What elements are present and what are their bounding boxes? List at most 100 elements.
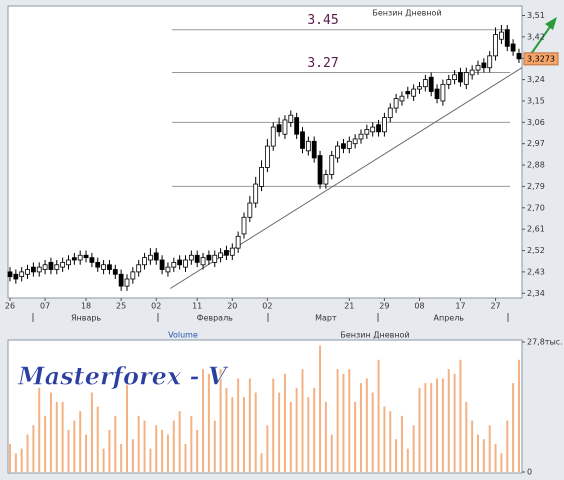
candle-body — [364, 129, 370, 135]
y-tick-label: 2,61 — [527, 225, 545, 234]
candle-body — [264, 145, 270, 168]
candle-body — [516, 53, 522, 60]
x-tick-label: 21 — [344, 302, 354, 311]
candle-body — [30, 266, 36, 273]
candle-body — [194, 254, 200, 263]
candle-body — [352, 138, 358, 145]
volume-bar — [125, 383, 128, 472]
candle-body — [282, 119, 288, 135]
x-tick-label: 02 — [151, 302, 161, 311]
volume-bar — [131, 439, 134, 472]
month-separators — [32, 313, 509, 322]
y-tick-label: 27,8тыс. — [527, 338, 563, 347]
candle-body — [405, 91, 411, 95]
x-tick-label: 02 — [262, 302, 272, 311]
volume-label: Volume — [168, 331, 198, 340]
volume-bar — [506, 420, 509, 472]
candle-body — [36, 266, 42, 273]
volume-bar — [26, 434, 29, 472]
volume-bar — [102, 448, 105, 472]
candle-body — [493, 34, 498, 57]
volume-bar — [436, 378, 439, 472]
candle-body — [463, 72, 469, 85]
volume-bar — [96, 406, 99, 472]
volume-bar — [14, 453, 17, 472]
candle-body — [399, 95, 405, 102]
candle-body — [95, 261, 101, 268]
volume-bar — [395, 439, 398, 472]
candle-body — [60, 261, 66, 268]
volume-bar — [360, 383, 363, 472]
candle-body — [48, 261, 54, 270]
volume-bar — [377, 359, 380, 472]
volume-bar — [114, 415, 117, 472]
candle-body — [188, 254, 194, 261]
trendline — [170, 67, 523, 289]
candle-body — [341, 143, 346, 149]
candle-body — [446, 79, 452, 85]
candle-body — [276, 124, 282, 133]
candle-body — [19, 271, 25, 278]
volume-bar — [8, 443, 11, 472]
x-tick-label: 29 — [379, 302, 389, 311]
volume-bar — [295, 387, 298, 472]
y-tick-label: 2,70 — [527, 203, 545, 212]
watermark: Masterforex - V — [17, 362, 229, 391]
volume-bar — [161, 429, 164, 472]
candle-body — [259, 167, 264, 187]
candle-body — [77, 254, 83, 261]
x-tick-label: 08 — [414, 302, 424, 311]
candle-body — [510, 43, 516, 52]
candle-body — [458, 72, 463, 83]
candle-body — [376, 124, 381, 133]
chart-title: Бензин Дневной — [372, 9, 441, 18]
volume-bar — [67, 429, 70, 472]
candle-body — [212, 254, 218, 263]
volume-bar — [231, 397, 234, 472]
volume-bar — [166, 434, 169, 472]
candle-body — [335, 145, 341, 159]
x-tick-label: 11 — [192, 302, 202, 311]
candle-body — [469, 69, 475, 76]
volume-bar — [453, 373, 456, 472]
month-label: Апрель — [433, 314, 464, 323]
volume-bar — [418, 387, 421, 472]
candle-body — [147, 254, 153, 261]
candle-body — [422, 79, 428, 88]
volume-bar — [365, 378, 368, 472]
candle-body — [124, 278, 130, 287]
last-price-box — [523, 52, 559, 66]
volume-bar — [430, 383, 433, 472]
candle-body — [54, 264, 60, 270]
x-tick-label: 07 — [40, 302, 50, 311]
candle-body — [434, 88, 440, 99]
y-tick-label: 2,52 — [527, 246, 545, 255]
volume-bar — [342, 373, 345, 472]
candle-body — [270, 126, 276, 147]
volume-bar — [248, 378, 251, 472]
candle-body — [247, 202, 253, 218]
candle-body — [487, 55, 493, 69]
volume-bar — [196, 429, 199, 472]
volume-bar — [383, 406, 386, 472]
month-label: Февраль — [197, 314, 234, 323]
volume-bar — [143, 420, 146, 472]
volume-bar — [400, 415, 403, 472]
candle-body — [224, 250, 229, 256]
candle-body — [440, 83, 446, 102]
candle-body — [346, 140, 352, 149]
volume-bar — [90, 392, 93, 472]
candle-body — [323, 174, 329, 185]
candle-body — [235, 235, 241, 249]
volume-bar — [219, 369, 222, 472]
candle-body — [300, 131, 305, 149]
volume-bar — [178, 411, 181, 472]
volume-bar — [260, 453, 263, 472]
candle-body — [159, 259, 165, 270]
candle-body — [411, 88, 417, 97]
candle-body — [183, 259, 188, 268]
volume-bar — [354, 401, 357, 472]
volume-bar — [108, 429, 111, 472]
volume-bar — [517, 359, 520, 472]
